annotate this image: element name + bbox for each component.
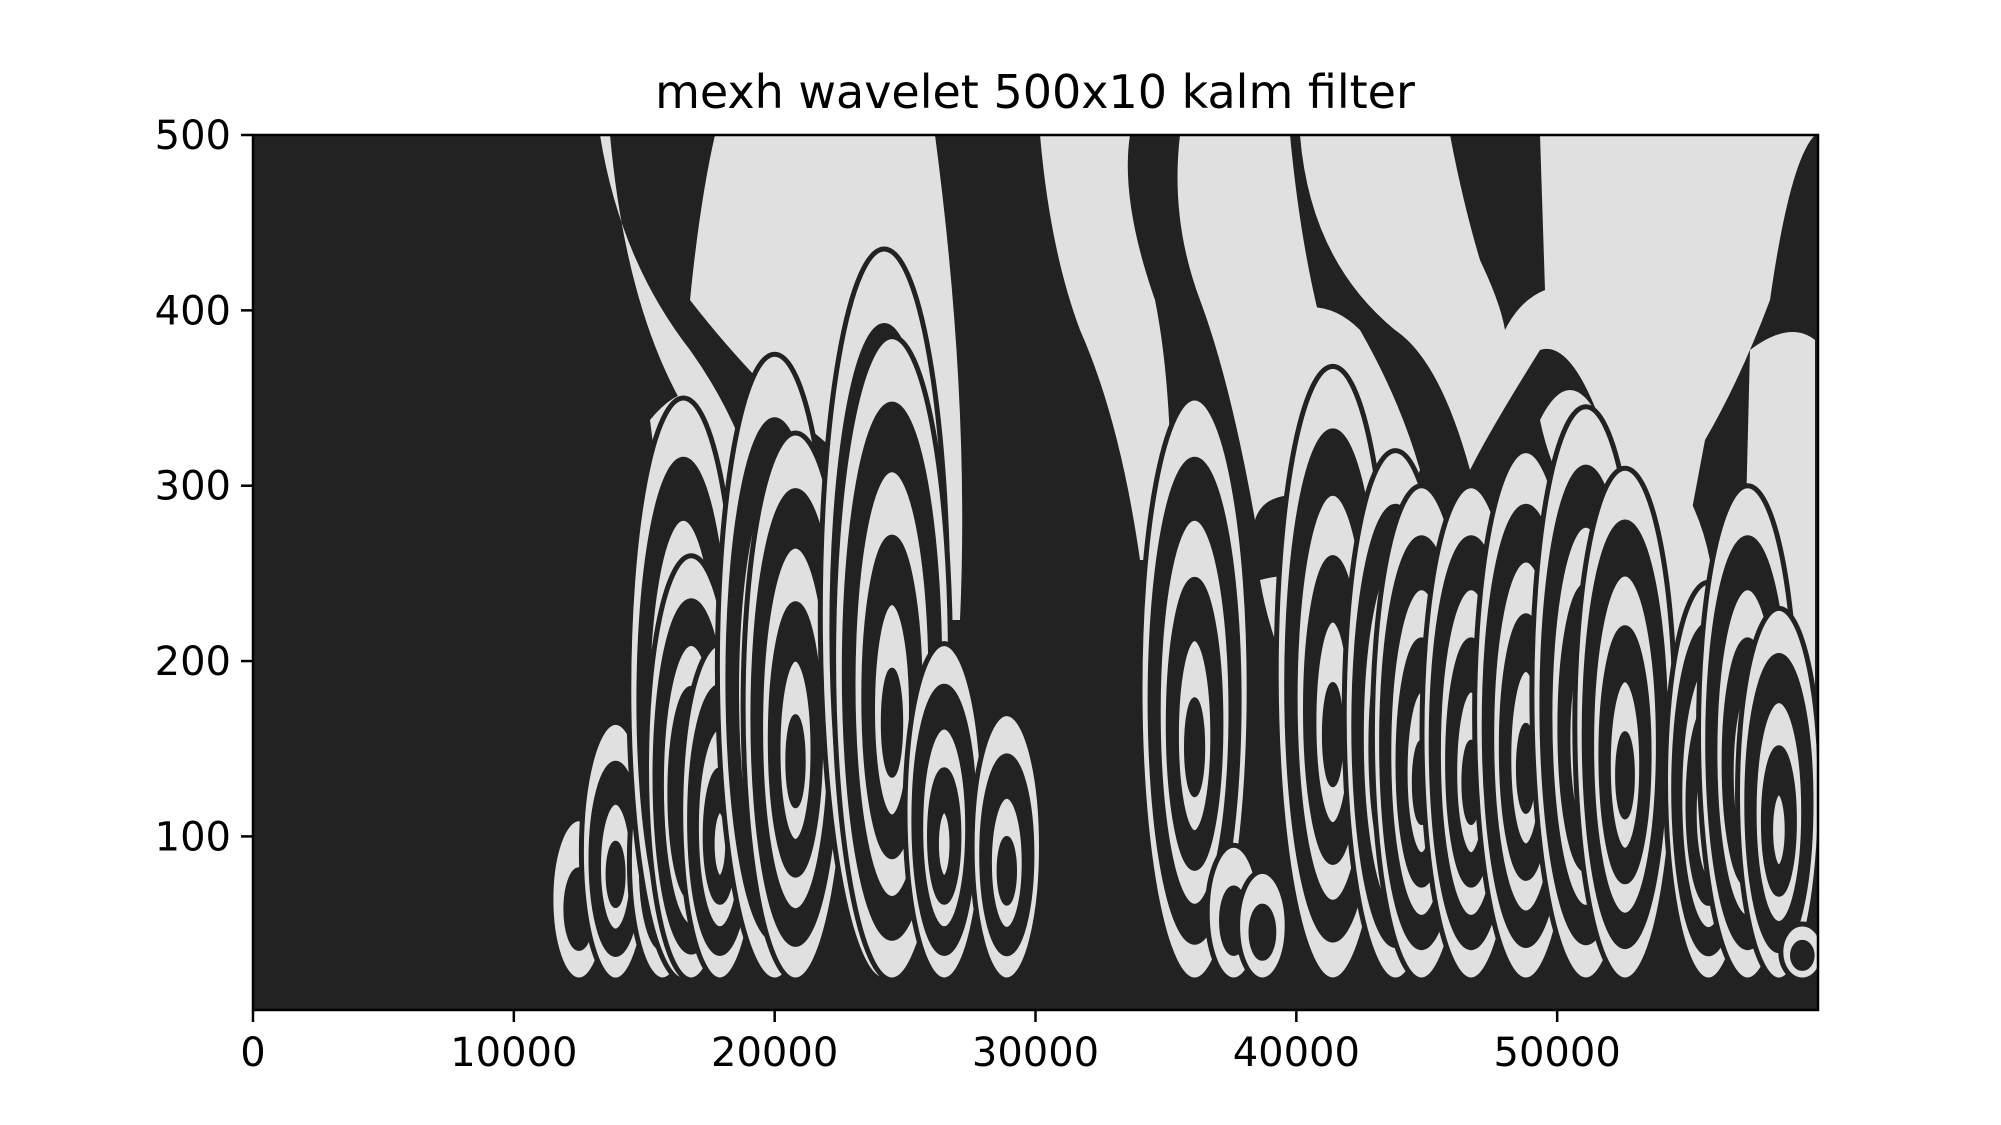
- y-tick-label: 100: [155, 814, 231, 860]
- plot-area: [253, 135, 1818, 1010]
- oval-islands: [548, 246, 1818, 983]
- light-region-right-upper: [1406, 135, 1500, 330]
- oval-island-ring: [1790, 939, 1815, 971]
- oval-island-ring: [933, 808, 955, 881]
- heatmap-bands: [548, 135, 1818, 983]
- oval-island-ring: [1768, 790, 1790, 870]
- x-tick-label: 40000: [1233, 1030, 1360, 1076]
- x-tick-label: 50000: [1494, 1030, 1621, 1076]
- y-axis: 100 200 300 400 500: [155, 113, 253, 860]
- x-axis: 0 10000 20000 30000 40000 50000: [240, 1010, 1621, 1076]
- x-tick-label: 20000: [711, 1030, 838, 1076]
- y-tick-label: 200: [155, 639, 231, 685]
- x-tick-label: 30000: [972, 1030, 1099, 1076]
- oval-island-ring: [1321, 682, 1344, 788]
- y-tick-label: 300: [155, 464, 231, 510]
- oval-island-ring: [880, 667, 904, 778]
- oval-island-ring: [785, 714, 806, 809]
- y-tick-label: 400: [155, 288, 231, 334]
- y-tick-label: 500: [155, 113, 231, 159]
- oval-island-ring: [1615, 731, 1635, 820]
- x-tick-label: 10000: [450, 1030, 577, 1076]
- oval-island-ring: [1248, 903, 1277, 961]
- oval-island-ring: [605, 840, 626, 909]
- oval-island-ring: [996, 836, 1017, 906]
- chart-title: mexh wavelet 500x10 kalm filter: [655, 65, 1415, 119]
- light-region-center-left: [960, 135, 1171, 560]
- oval-island-ring: [1184, 697, 1206, 798]
- x-tick-label: 0: [240, 1030, 265, 1076]
